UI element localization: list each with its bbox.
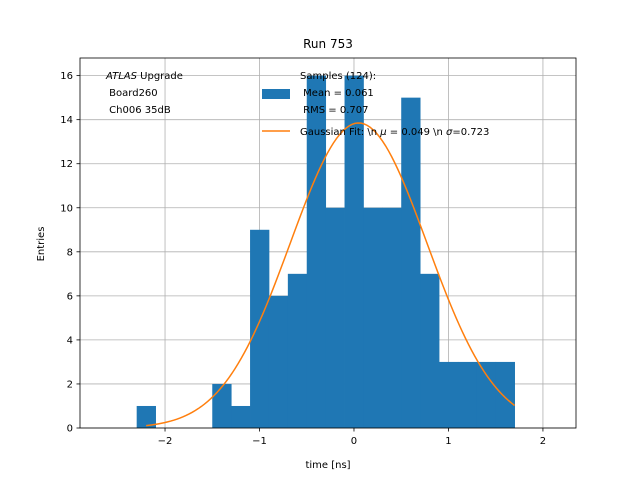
legend-fit-mu: μ [379, 127, 386, 138]
annotation-text: ATLAS Upgrade Board260 Ch006 35dB [105, 71, 183, 116]
y-tick-label: 6 [67, 291, 73, 302]
y-tick-label: 0 [67, 424, 73, 435]
x-tick-label: −1 [252, 436, 267, 447]
histogram-bar [325, 207, 345, 428]
y-tick-label: 16 [60, 71, 73, 82]
histogram-bar [136, 405, 156, 428]
y-tick-label: 8 [67, 247, 73, 258]
y-tick-label: 10 [60, 203, 73, 214]
legend-label-samples: Samples (124): [300, 71, 376, 82]
legend-fit-part-2: = 0.049 \n [387, 127, 446, 138]
legend-label-fit: Gaussian Fit: \n μ = 0.049 \n σ=0.723 [300, 127, 489, 138]
histogram-bar [268, 295, 289, 428]
histogram-bar [344, 75, 364, 428]
legend-swatch-histogram [262, 89, 290, 99]
annotation-line-2: Board260 [106, 88, 158, 99]
histogram-bar [401, 97, 421, 429]
x-axis-label: time [ns] [305, 460, 350, 471]
chart-title: Run 753 [303, 37, 353, 51]
x-tick-label: 2 [540, 436, 546, 447]
legend-fit-sigma: σ [446, 127, 453, 138]
histogram-bar [212, 383, 232, 428]
histogram-bar [287, 273, 308, 428]
histogram-bar [382, 207, 402, 428]
y-tick-label: 12 [60, 159, 73, 170]
histogram-bar [231, 405, 251, 428]
y-tick-label: 14 [60, 115, 73, 126]
legend-fit-part-3: =0.723 [452, 127, 489, 138]
y-tick-label: 2 [67, 379, 73, 390]
x-tick-label: 1 [445, 436, 451, 447]
histogram-bar [495, 361, 515, 428]
annotation-line-3: Ch006 35dB [106, 105, 171, 116]
legend-label-rms: RMS = 0.707 [300, 105, 368, 116]
histogram-bars [136, 75, 515, 429]
histogram-bar [363, 207, 383, 428]
y-tick-label: 4 [67, 335, 73, 346]
plot-frame [79, 57, 577, 429]
x-tick-label: 0 [351, 436, 357, 447]
legend-label-mean: Mean = 0.061 [300, 88, 374, 99]
annotation-italic: ATLAS [105, 71, 138, 82]
histogram-bar [457, 361, 478, 428]
histogram-bar [420, 273, 440, 428]
histogram-bar [250, 229, 270, 428]
y-axis-label: Entries [36, 227, 47, 262]
legend: Samples (124): Mean = 0.061 RMS = 0.707 … [262, 71, 489, 138]
histogram-bar [306, 75, 327, 428]
legend-fit-part-1: Gaussian Fit: \n [300, 127, 380, 138]
histogram-bar [476, 361, 497, 428]
annotation-line-1: ATLAS Upgrade [105, 71, 183, 82]
histogram-bar [439, 361, 459, 428]
gaussian-fit-curve [146, 122, 516, 427]
x-tick-label: −2 [158, 436, 173, 447]
annotation-line-1-rest: Upgrade [137, 71, 183, 82]
